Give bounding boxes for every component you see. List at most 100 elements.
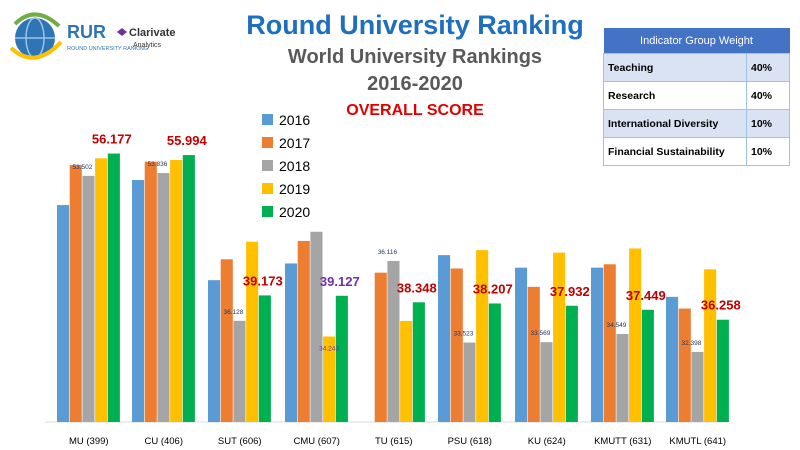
bar bbox=[323, 336, 336, 422]
data-label-2020: 56.177 bbox=[92, 132, 132, 147]
legend-label: 2017 bbox=[279, 134, 311, 151]
weight-value: 40% bbox=[746, 53, 790, 82]
bar bbox=[591, 267, 604, 422]
bar bbox=[335, 295, 348, 422]
legend-item: 2018 bbox=[262, 154, 310, 177]
rur-logo: RUR ROUND UNIVERSITY RANKING Clarivate A… bbox=[9, 12, 175, 60]
data-label-2020: 37.932 bbox=[550, 284, 590, 299]
x-tick-label: CU (406) bbox=[144, 436, 183, 447]
weight-label: Research bbox=[603, 81, 747, 110]
year-range: 2016-2020 bbox=[367, 73, 463, 95]
globe-icon bbox=[9, 12, 63, 60]
legend-item: 2016 bbox=[262, 108, 310, 131]
bar bbox=[412, 302, 425, 422]
chart-legend: 2016 2017 2018 2019 2020 bbox=[262, 108, 310, 223]
x-tick-label: TU (615) bbox=[375, 436, 412, 447]
x-tick-label: CMU (607) bbox=[294, 436, 340, 447]
bar bbox=[220, 259, 233, 422]
legend-item: 2019 bbox=[262, 177, 310, 200]
bar bbox=[82, 175, 95, 422]
legend-label: 2018 bbox=[279, 157, 311, 174]
table-row: International Diversity 10% bbox=[603, 109, 790, 138]
bar bbox=[57, 205, 70, 422]
indicator-weight-table: Indicator Group Weight Teaching 40% Rese… bbox=[603, 28, 790, 166]
bar bbox=[691, 351, 704, 422]
x-tick-label: KU (624) bbox=[528, 436, 566, 447]
bar bbox=[629, 248, 642, 422]
bar bbox=[716, 319, 729, 422]
data-label-2020: 39.127 bbox=[320, 274, 360, 289]
legend-swatch bbox=[262, 160, 273, 171]
bar bbox=[107, 153, 120, 422]
x-tick-label: KMUTT (631) bbox=[594, 436, 651, 447]
bar bbox=[310, 231, 323, 422]
data-label-small: 36.116 bbox=[378, 249, 398, 256]
weight-value: 40% bbox=[746, 81, 790, 110]
legend-swatch bbox=[262, 137, 273, 148]
weight-value: 10% bbox=[746, 109, 790, 138]
svg-text:ROUND UNIVERSITY RANKING: ROUND UNIVERSITY RANKING bbox=[67, 46, 148, 52]
bar bbox=[515, 267, 528, 422]
data-label-small: 53.502 bbox=[72, 164, 92, 171]
svg-text:Clarivate: Clarivate bbox=[129, 27, 175, 39]
data-label-2020: 38.348 bbox=[397, 280, 437, 295]
data-label-small: 36.128 bbox=[223, 309, 243, 316]
x-tick-label: SUT (606) bbox=[218, 436, 262, 447]
legend-item: 2020 bbox=[262, 200, 310, 223]
bar bbox=[603, 264, 616, 422]
overall-score-label: OVERALL SCORE bbox=[346, 102, 484, 119]
data-label-2020: 55.994 bbox=[167, 133, 208, 148]
data-label-2020: 38.207 bbox=[473, 281, 513, 296]
table-row: Teaching 40% bbox=[603, 53, 790, 82]
bar bbox=[704, 269, 717, 422]
bar bbox=[208, 280, 221, 422]
bar bbox=[488, 303, 501, 422]
bar bbox=[233, 320, 246, 422]
data-label-small: 32.398 bbox=[681, 340, 701, 347]
bar bbox=[297, 240, 310, 422]
bar bbox=[450, 268, 463, 422]
legend-item: 2017 bbox=[262, 131, 310, 154]
bar bbox=[616, 333, 629, 422]
bar bbox=[258, 295, 271, 422]
page-title: Round University Ranking bbox=[246, 10, 584, 40]
data-label-small: 53.836 bbox=[147, 161, 167, 168]
bar bbox=[400, 320, 413, 422]
legend-label: 2016 bbox=[279, 111, 311, 128]
bar bbox=[527, 286, 540, 422]
bar bbox=[132, 180, 145, 422]
legend-label: 2019 bbox=[279, 180, 311, 197]
bar bbox=[170, 160, 183, 422]
page-subtitle: World University Rankings bbox=[287, 46, 543, 68]
bar bbox=[182, 155, 195, 422]
x-tick-label: MU (399) bbox=[69, 436, 109, 447]
weight-table-header: Indicator Group Weight bbox=[603, 28, 790, 54]
bar bbox=[438, 255, 451, 422]
bar bbox=[666, 296, 679, 422]
bar bbox=[69, 165, 82, 422]
bar bbox=[463, 342, 476, 422]
data-label-small: 33.523 bbox=[453, 331, 473, 338]
table-row: Research 40% bbox=[603, 81, 790, 110]
svg-text:RUR: RUR bbox=[67, 22, 106, 42]
weight-label: Financial Sustainability bbox=[603, 137, 747, 166]
bar bbox=[641, 309, 654, 422]
bar bbox=[144, 161, 157, 423]
legend-swatch bbox=[262, 183, 273, 194]
bar bbox=[374, 272, 387, 422]
bar bbox=[157, 173, 170, 422]
bar bbox=[246, 241, 259, 422]
data-label-small: 33.569 bbox=[530, 330, 550, 337]
clarivate-mark-icon bbox=[117, 28, 127, 36]
x-tick-label: PSU (618) bbox=[448, 436, 492, 447]
legend-swatch bbox=[262, 206, 273, 217]
weight-value: 10% bbox=[746, 137, 790, 166]
bar bbox=[285, 263, 298, 422]
x-tick-label: KMUTL (641) bbox=[669, 436, 726, 447]
data-label-small: 34.549 bbox=[606, 322, 626, 329]
data-label-2020: 36.258 bbox=[701, 298, 741, 313]
table-row: Financial Sustainability 10% bbox=[603, 137, 790, 166]
bar bbox=[540, 342, 553, 422]
bar bbox=[95, 158, 108, 422]
